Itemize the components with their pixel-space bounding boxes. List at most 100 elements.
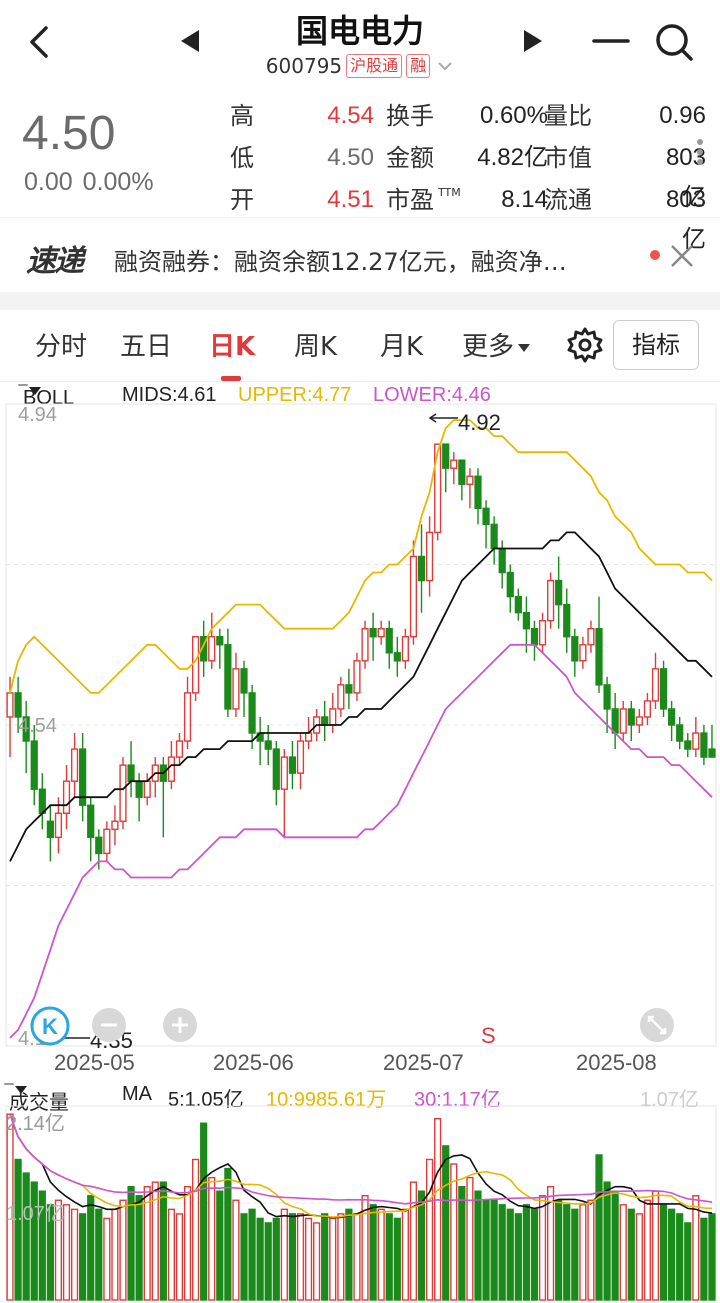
candle-body bbox=[216, 636, 224, 646]
volume-bar bbox=[458, 1185, 466, 1301]
volume-bar bbox=[321, 1213, 329, 1301]
volume-bar bbox=[143, 1185, 151, 1301]
candle-body bbox=[232, 668, 240, 710]
volume-bar bbox=[522, 1204, 531, 1301]
news-ticker[interactable]: 速递 融资融券：融资余额12.27亿元，融资净… bbox=[0, 220, 720, 292]
candle-body bbox=[167, 756, 176, 782]
margin-badge: 融 bbox=[406, 54, 431, 78]
candle-body bbox=[304, 732, 313, 742]
volume-bar bbox=[119, 1199, 127, 1301]
close-icon[interactable] bbox=[668, 242, 696, 270]
candle-body bbox=[14, 692, 22, 718]
candle-body bbox=[442, 443, 450, 469]
upper-value: UPPER:4.77 bbox=[238, 384, 352, 406]
candle-body bbox=[70, 748, 79, 782]
volume-bar bbox=[538, 1195, 547, 1301]
stat-label: 市值 bbox=[544, 144, 592, 172]
zoom-in-icon[interactable] bbox=[161, 1006, 199, 1044]
volume-bar bbox=[175, 1213, 184, 1301]
volume-bar bbox=[692, 1195, 700, 1301]
volume-bar bbox=[708, 1213, 716, 1301]
volume-bar bbox=[313, 1222, 321, 1301]
stat-value: 4.51 bbox=[327, 186, 374, 213]
stock-name: 国电电力 bbox=[295, 12, 424, 50]
volume-bar bbox=[498, 1204, 506, 1301]
tab-monthly-k[interactable]: 月K bbox=[380, 332, 424, 362]
candle-body bbox=[79, 748, 87, 806]
connect-badge: 沪股通 bbox=[346, 54, 403, 78]
volume-bar bbox=[296, 1213, 305, 1301]
candle-body bbox=[288, 756, 297, 774]
search-icon[interactable] bbox=[652, 20, 696, 64]
volume-bar bbox=[651, 1190, 660, 1301]
volume-bar bbox=[337, 1213, 345, 1301]
mids-value: MIDS:4.61 bbox=[122, 384, 217, 406]
candle-body bbox=[595, 628, 603, 686]
candle-body bbox=[280, 756, 288, 790]
lower-value: LOWER:4.46 bbox=[373, 384, 491, 406]
boll-upper-line bbox=[9, 419, 713, 694]
volume-bar bbox=[555, 1199, 563, 1301]
candle-body bbox=[522, 611, 531, 630]
k-icon-letter: K bbox=[42, 1014, 58, 1039]
news-text[interactable]: 融资融券：融资余额12.27亿元，融资净… bbox=[114, 248, 567, 276]
candle-body bbox=[450, 459, 458, 469]
candle-body bbox=[587, 628, 595, 646]
tab-intraday[interactable]: 分时 bbox=[35, 332, 88, 362]
more-dots-icon[interactable] bbox=[696, 138, 704, 166]
stat-label: 流通 bbox=[544, 186, 592, 214]
volume-selector[interactable]: 成交量 bbox=[4, 1083, 69, 1114]
volume-bar bbox=[329, 1217, 337, 1301]
zoom-out-icon[interactable] bbox=[90, 1006, 128, 1044]
volume-ma30-line bbox=[9, 1113, 713, 1205]
candle-body bbox=[603, 684, 611, 710]
k-line-icon[interactable]: K bbox=[28, 1004, 72, 1048]
next-stock-icon[interactable] bbox=[518, 26, 548, 56]
volume-bar bbox=[603, 1181, 611, 1301]
stat-label-suffix: TTM bbox=[438, 186, 461, 199]
volume-bar bbox=[345, 1208, 353, 1301]
candle-body bbox=[30, 740, 38, 790]
candle-body bbox=[329, 708, 337, 726]
indicator-button[interactable]: 指标 bbox=[613, 320, 699, 370]
volume-bar bbox=[232, 1199, 240, 1301]
candle-body bbox=[474, 475, 482, 510]
minimize-icon[interactable] bbox=[592, 22, 630, 60]
gear-icon[interactable] bbox=[566, 326, 604, 364]
stock-code: 600795 bbox=[265, 54, 343, 78]
caret-down-icon bbox=[29, 387, 41, 395]
tab-weekly-k[interactable]: 周K bbox=[294, 332, 338, 362]
volume-bar bbox=[676, 1213, 684, 1301]
volume-bar bbox=[514, 1213, 522, 1301]
fullscreen-icon[interactable] bbox=[638, 1006, 676, 1044]
stat-value: 4.82亿 bbox=[477, 144, 548, 171]
candle-body bbox=[659, 668, 668, 710]
tab-daily-k[interactable]: 日K bbox=[209, 332, 256, 362]
high-marker: 4.92 bbox=[458, 410, 501, 435]
tab-five-day[interactable]: 五日 bbox=[120, 332, 173, 362]
candle-body bbox=[111, 820, 119, 831]
previous-stock-icon[interactable] bbox=[175, 26, 205, 56]
change-percent: 0.00% bbox=[82, 168, 154, 196]
volume-bar bbox=[442, 1145, 450, 1301]
volume-bar bbox=[579, 1204, 587, 1301]
back-arrow-icon[interactable] bbox=[22, 22, 58, 62]
volume-bar bbox=[611, 1190, 619, 1301]
candle-body bbox=[208, 636, 216, 662]
stat-label: 换手 bbox=[386, 102, 434, 130]
chevron-down-icon[interactable] bbox=[436, 57, 454, 75]
volume-bar bbox=[474, 1190, 482, 1301]
candle-body bbox=[143, 780, 151, 798]
candle-body bbox=[95, 836, 103, 855]
volume-bar bbox=[95, 1208, 103, 1301]
tab-more[interactable]: 更多 bbox=[462, 326, 531, 363]
kline-chart[interactable] bbox=[0, 382, 720, 1303]
candle-body bbox=[337, 684, 345, 710]
volume-bar bbox=[369, 1204, 377, 1301]
quote-panel: 4.50 0.00 0.00% 高 4.54 换手 0.60% 量比 0.96 低 4.50 金额… bbox=[0, 90, 720, 253]
candle-body bbox=[651, 668, 660, 702]
volume-bar bbox=[183, 1185, 192, 1301]
volume-bar bbox=[627, 1208, 635, 1301]
volume-bar bbox=[635, 1213, 643, 1301]
volume-bar bbox=[200, 1122, 208, 1301]
